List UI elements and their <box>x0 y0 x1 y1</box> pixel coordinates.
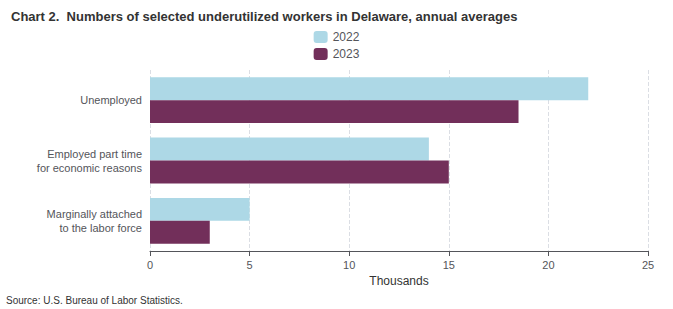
svg-text:2022: 2022 <box>333 30 360 44</box>
svg-text:Chart 2. Numbers of selected: Chart 2. Numbers of selected underutiliz… <box>11 9 517 24</box>
svg-text:Marginally attached: Marginally attached <box>47 208 142 220</box>
svg-text:0: 0 <box>147 259 153 271</box>
svg-text:to the labor force: to the labor force <box>59 222 142 234</box>
svg-text:Unemployed: Unemployed <box>80 94 142 106</box>
svg-text:5: 5 <box>247 259 253 271</box>
svg-text:15: 15 <box>443 259 455 271</box>
svg-text:10: 10 <box>343 259 355 271</box>
svg-text:2023: 2023 <box>333 47 360 61</box>
svg-text:for economic reasons: for economic reasons <box>37 162 143 174</box>
svg-text:Source: U.S. Bureau of Labor S: Source: U.S. Bureau of Labor Statistics. <box>6 295 183 306</box>
svg-text:25: 25 <box>642 259 654 271</box>
svg-text:Employed part time: Employed part time <box>47 148 142 160</box>
svg-text:20: 20 <box>542 259 554 271</box>
svg-text:Thousands: Thousands <box>369 274 428 288</box>
